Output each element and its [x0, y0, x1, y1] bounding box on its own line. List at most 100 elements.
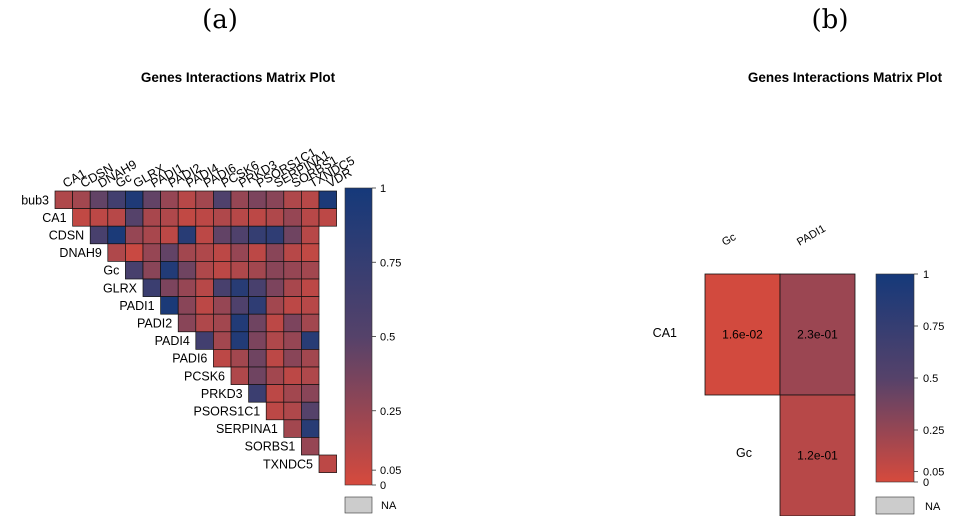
row-label: GLRX	[103, 281, 138, 295]
heatmap-cell	[283, 366, 302, 385]
heatmap-cell	[230, 349, 249, 368]
heatmap-cell	[318, 208, 337, 227]
row-label: CDSN	[49, 229, 84, 243]
panel-b-label: (b)	[812, 5, 849, 35]
heatmap-cell	[177, 313, 197, 333]
panel-b-na-label: NA	[925, 501, 941, 513]
heatmap-cell	[213, 261, 232, 280]
row-label: Gc	[736, 446, 752, 460]
panel-a-label: (a)	[202, 5, 238, 35]
row-label: PADI2	[137, 317, 172, 331]
heatmap-cell	[318, 190, 337, 209]
heatmap-cell	[213, 208, 232, 227]
heatmap-cell	[142, 243, 161, 262]
heatmap-cell	[265, 366, 285, 385]
heatmap-cell	[265, 384, 285, 403]
colorbar-tick-label: 1	[923, 269, 929, 281]
row-label: PADI1	[119, 299, 154, 313]
heatmap-cell	[230, 278, 249, 297]
heatmap-cell	[283, 296, 302, 315]
heatmap-cell	[230, 225, 249, 245]
heatmap-cell	[265, 313, 285, 333]
heatmap-cell	[230, 296, 249, 315]
heatmap-cell	[779, 273, 856, 396]
heatmap-cell	[283, 349, 302, 368]
heatmap-cell	[89, 208, 109, 227]
heatmap-cell	[283, 331, 302, 350]
heatmap-cell	[177, 261, 197, 280]
heatmap-cell	[177, 278, 197, 297]
cell-value-label: 1.6e-02	[722, 328, 763, 342]
row-label: CA1	[653, 326, 677, 340]
heatmap-cell	[301, 225, 320, 245]
heatmap-cell	[177, 190, 197, 209]
heatmap-cell	[301, 313, 320, 333]
heatmap-cell	[301, 278, 320, 297]
heatmap-cell	[89, 190, 109, 209]
panel-b-row-labels: CA1 Gc	[653, 326, 752, 460]
colorbar-tick-label: 1	[380, 183, 386, 195]
row-label: TXNDC5	[263, 457, 313, 471]
heatmap-cell	[230, 243, 249, 262]
row-label: PCSK6	[184, 369, 225, 383]
heatmap-cell	[301, 349, 320, 368]
heatmap-cell	[301, 208, 320, 227]
row-label: PRKD3	[201, 387, 243, 401]
heatmap-cell	[301, 401, 320, 421]
heatmap-cell	[265, 190, 285, 209]
heatmap-cell	[142, 225, 161, 245]
colorbar-tick-label: 0	[380, 480, 386, 492]
heatmap-cell	[283, 313, 302, 333]
row-label: DNAH9	[59, 246, 101, 260]
heatmap-cell	[230, 313, 249, 333]
colorbar-tick-label: 0.5	[923, 373, 938, 385]
heatmap-cell	[213, 190, 232, 209]
heatmap-cell	[283, 419, 302, 438]
heatmap-cell	[195, 296, 214, 315]
heatmap-cell	[160, 243, 179, 262]
row-label: CA1	[42, 211, 66, 225]
heatmap-cell	[283, 278, 302, 297]
heatmap-cell	[779, 394, 856, 516]
row-label: PADI6	[172, 352, 207, 366]
row-label: SORBS1	[245, 440, 296, 454]
heatmap-cell	[248, 384, 267, 403]
column-label: PADI1	[795, 223, 828, 249]
heatmap-cell	[248, 349, 267, 368]
heatmap-cell	[230, 366, 249, 385]
panel-a-na-swatch	[344, 496, 373, 514]
heatmap-cell	[213, 296, 232, 315]
heatmap-cell	[160, 190, 179, 209]
heatmap-cell	[265, 208, 285, 227]
heatmap-cell	[248, 313, 267, 333]
heatmap-cell	[89, 225, 109, 245]
heatmap-cell	[107, 190, 126, 209]
heatmap-cell	[142, 208, 161, 227]
heatmap-cell	[301, 384, 320, 403]
heatmap-cell	[265, 225, 285, 245]
panel-a-column-labels: CA1CDSNDNAH9GcGLRXPADI1PADI2PADI4PADI6PC…	[60, 145, 357, 190]
heatmap-cell	[107, 225, 126, 245]
heatmap-cell	[213, 331, 232, 350]
heatmap-cell	[301, 190, 320, 209]
panel-b-title: Genes Interactions Matrix Plot	[748, 70, 943, 85]
heatmap-cell	[107, 243, 126, 262]
heatmap-cell	[213, 278, 232, 297]
row-label: Gc	[103, 264, 119, 278]
heatmap-cell	[160, 278, 179, 297]
heatmap-cell	[72, 208, 91, 227]
heatmap-cell	[125, 208, 144, 227]
heatmap-cell	[248, 278, 267, 297]
heatmap-cell	[213, 313, 232, 333]
colorbar-tick-label: 0.75	[923, 321, 944, 333]
heatmap-cell	[125, 243, 144, 262]
heatmap-cell	[301, 331, 320, 350]
heatmap-cell	[177, 208, 197, 227]
panel-a-heatmap-cells	[54, 190, 337, 473]
heatmap-cell	[265, 401, 285, 421]
heatmap-cell	[283, 401, 302, 421]
heatmap-cell	[704, 273, 781, 396]
panel-b-column-labels: Gc PADI1	[720, 223, 828, 249]
row-label: PADI4	[155, 334, 190, 348]
heatmap-cell	[160, 225, 179, 245]
